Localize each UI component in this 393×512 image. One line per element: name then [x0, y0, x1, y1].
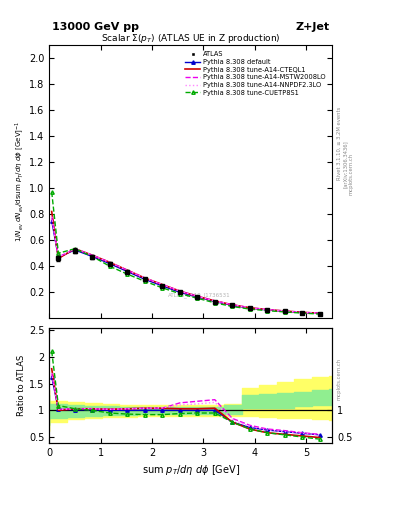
Text: Z+Jet: Z+Jet — [295, 22, 329, 32]
X-axis label: sum $p_T/d\eta\ d\phi$ [GeV]: sum $p_T/d\eta\ d\phi$ [GeV] — [141, 463, 240, 477]
Text: 13000 GeV pp: 13000 GeV pp — [52, 22, 139, 32]
Text: ATLAS_2019_I1736531: ATLAS_2019_I1736531 — [168, 292, 231, 298]
Text: Rivet 3.1.10, ≥ 3.2M events: Rivet 3.1.10, ≥ 3.2M events — [336, 106, 341, 180]
Y-axis label: Ratio to ATLAS: Ratio to ATLAS — [17, 355, 26, 416]
Text: mcplots.cern.ch: mcplots.cern.ch — [336, 358, 341, 400]
Text: mcplots.cern.ch: mcplots.cern.ch — [349, 153, 353, 195]
Legend: ATLAS, Pythia 8.308 default, Pythia 8.308 tune-A14-CTEQL1, Pythia 8.308 tune-A14: ATLAS, Pythia 8.308 default, Pythia 8.30… — [185, 51, 326, 96]
Y-axis label: $1/N_{ev}\ dN_{ev}/\mathrm{dsum}\ p_T/d\eta\ d\phi\ [\mathrm{GeV}]^{-1}$: $1/N_{ev}\ dN_{ev}/\mathrm{dsum}\ p_T/d\… — [13, 121, 26, 242]
Title: Scalar $\Sigma(p_T)$ (ATLAS UE in Z production): Scalar $\Sigma(p_T)$ (ATLAS UE in Z prod… — [101, 32, 280, 45]
Text: [arXiv:1306.3436]: [arXiv:1306.3436] — [343, 140, 347, 188]
